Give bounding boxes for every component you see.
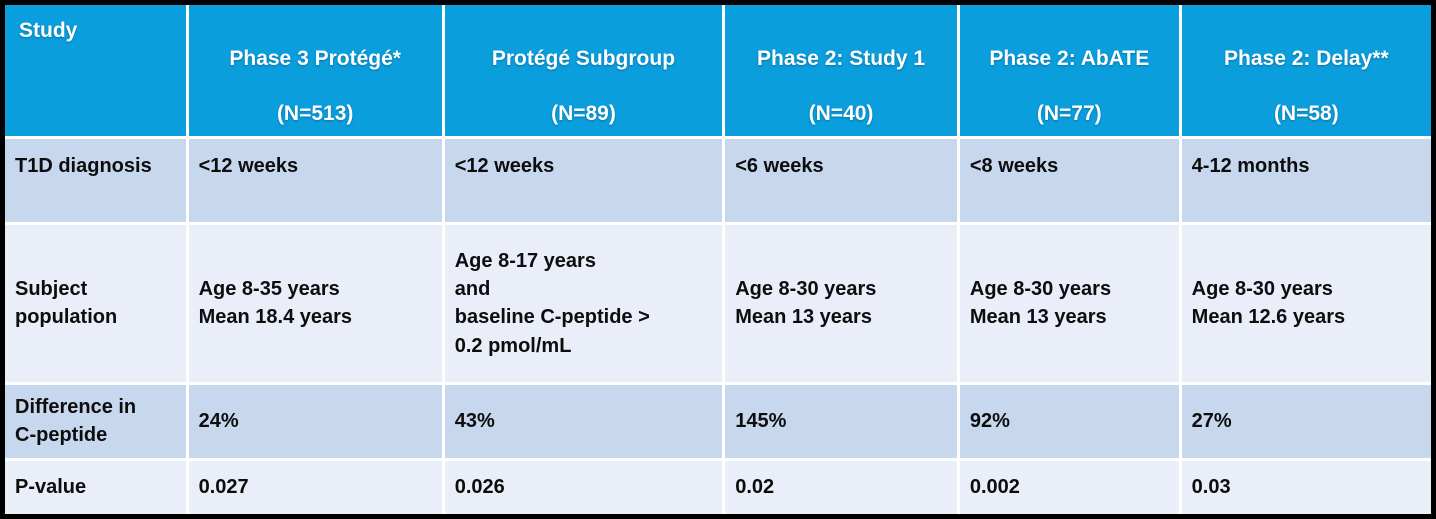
row-t1d-diagnosis: T1D diagnosis <12 weeks <12 weeks <6 wee… — [1, 135, 1436, 225]
row-p-value: P-value 0.027 0.026 0.02 0.002 0.03 — [1, 457, 1436, 518]
study-title: Phase 3 Protégé* — [229, 46, 401, 70]
cell-pop-phase2-delay: Age 8-30 years Mean 12.6 years — [1178, 221, 1436, 385]
cell-pop-phase2-abate: Age 8-30 years Mean 13 years — [956, 221, 1182, 385]
cell-diff-phase3-protege: 24% — [185, 381, 445, 461]
cell-pval-protege-subgroup: 0.026 — [441, 457, 726, 518]
study-title: Phase 2: AbATE — [989, 46, 1150, 70]
study-n-count: (N=58) — [1273, 102, 1339, 126]
cell-pop-phase3-protege: Age 8-35 years Mean 18.4 years — [185, 221, 445, 385]
cell-pval-phase2-study1: 0.02 — [722, 457, 960, 518]
cell-pval-phase2-abate: 0.002 — [956, 457, 1182, 518]
cell-pop-protege-subgroup: Age 8-17 years and baseline C-peptide > … — [441, 221, 726, 385]
study-title: Protégé Subgroup — [491, 46, 676, 70]
row-label-subject-population: Subject population — [1, 221, 189, 385]
study-n-count: (N=513) — [276, 102, 354, 126]
study-n-count: (N=89) — [551, 102, 616, 126]
study-n-count: (N=40) — [808, 102, 874, 126]
cell-diff-phase2-delay: 27% — [1178, 381, 1436, 461]
header-phase2-delay: Phase 2: Delay** (N=58) — [1178, 1, 1436, 139]
header-protege-subgroup: Protégé Subgroup (N=89) — [441, 1, 726, 139]
row-difference-c-peptide: Difference in C-peptide 24% 43% 145% 92%… — [1, 381, 1436, 461]
cell-diff-protege-subgroup: 43% — [441, 381, 726, 461]
cell-pval-phase2-delay: 0.03 — [1178, 457, 1436, 518]
cell-diff-phase2-abate: 92% — [956, 381, 1182, 461]
cell-t1d-phase2-study1: <6 weeks — [722, 135, 960, 225]
cell-pop-phase2-study1: Age 8-30 years Mean 13 years — [722, 221, 960, 385]
header-phase3-protege: Phase 3 Protégé* (N=513) — [185, 1, 445, 139]
cell-t1d-phase2-delay: 4-12 months — [1178, 135, 1436, 225]
row-label-p-value: P-value — [1, 457, 189, 518]
cell-t1d-protege-subgroup: <12 weeks — [441, 135, 726, 225]
cell-diff-phase2-study1: 145% — [722, 381, 960, 461]
cell-pval-phase3-protege: 0.027 — [185, 457, 445, 518]
header-study-label: Study — [1, 1, 189, 139]
row-label-difference-c-peptide: Difference in C-peptide — [1, 381, 189, 461]
study-title: Phase 2: Study 1 — [757, 46, 926, 70]
study-n-count: (N=77) — [1036, 102, 1102, 126]
study-title: Phase 2: Delay** — [1224, 46, 1389, 70]
row-label-t1d-diagnosis: T1D diagnosis — [1, 135, 189, 225]
table-header-row: Study Phase 3 Protégé* (N=513) Protégé S… — [1, 1, 1436, 139]
header-phase2-study1: Phase 2: Study 1 (N=40) — [722, 1, 960, 139]
cell-t1d-phase2-abate: <8 weeks — [956, 135, 1182, 225]
row-subject-population: Subject population Age 8-35 years Mean 1… — [1, 221, 1436, 385]
cell-t1d-phase3-protege: <12 weeks — [185, 135, 445, 225]
header-phase2-abate: Phase 2: AbATE (N=77) — [956, 1, 1182, 139]
